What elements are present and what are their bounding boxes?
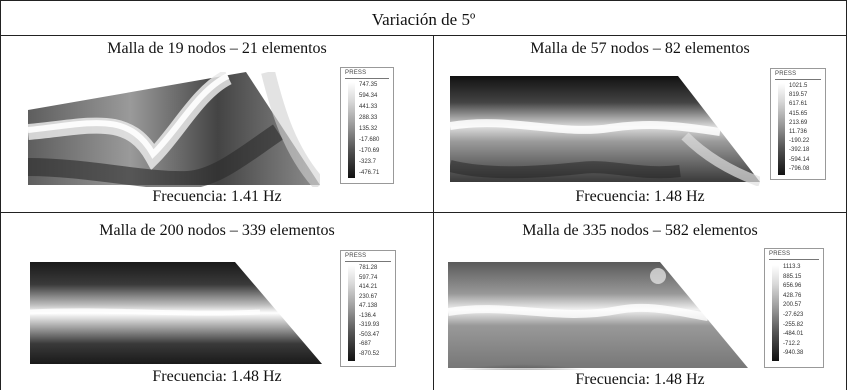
legend-value: 200.57	[783, 302, 802, 309]
legend-value: -323.7	[359, 159, 377, 165]
legend-value: -484.01	[783, 331, 804, 338]
legend-value: 213.69	[789, 119, 808, 126]
pressure-contour-plot	[30, 262, 322, 364]
legend-value: 1021.5	[789, 83, 808, 89]
legend-value: 597.74	[359, 274, 378, 281]
legend-value: -319.93	[359, 322, 380, 328]
legend-value: -190.22	[789, 138, 810, 145]
legend-value: 11.736	[789, 129, 807, 136]
legend-value: 47.138	[359, 303, 378, 309]
legend-value: 288.33	[359, 115, 378, 121]
legend-title: PRESS	[775, 71, 797, 77]
cell-title: Malla de 200 nodos – 339 elementos	[99, 222, 335, 239]
table-border-left	[0, 0, 1, 390]
legend-title: PRESS	[345, 253, 367, 259]
legend-value: -870.52	[359, 350, 380, 357]
legend-value: 747.35	[359, 82, 378, 88]
legend-value: 441.33	[359, 104, 378, 110]
legend-value: -136.4	[359, 312, 377, 319]
legend-values: 1113.3 885.15 656.96 428.76 200.57 -27.6…	[783, 263, 803, 359]
legend-value: 135.32	[359, 126, 378, 132]
pressure-contour-plot	[28, 72, 320, 187]
legend-value: -255.82	[783, 321, 804, 328]
legend-divider	[345, 78, 389, 79]
cell-frequency: Frecuencia: 1.48 Hz	[152, 368, 282, 385]
legend-color-bar	[778, 83, 785, 175]
table-border-top	[0, 0, 847, 1]
legend-title: PRESS	[769, 251, 791, 257]
legend-value: 819.57	[789, 92, 808, 99]
legend-value: 885.15	[783, 273, 802, 280]
legend-values: 1021.5 819.57 617.61 415.65 213.69 11.73…	[789, 82, 809, 174]
legend-value: -712.2	[783, 340, 801, 347]
legend-value: -392.18	[789, 147, 810, 154]
legend-value: 230.67	[359, 293, 378, 300]
pressure-legend: PRESS 781.28 597.74 414.21 230.67 47.138…	[340, 250, 396, 367]
legend-value: -27.623	[783, 311, 804, 318]
legend-color-bar	[348, 82, 355, 178]
legend-value: -687	[359, 341, 372, 347]
legend-value: 428.76	[783, 292, 802, 299]
legend-value: 656.96	[783, 283, 802, 290]
legend-color-bar	[772, 265, 779, 361]
cell-title: Malla de 19 nodos – 21 elementos	[107, 40, 327, 57]
legend-value: -17.680	[359, 137, 380, 143]
legend-values: 747.35 594.34 441.33 288.33 135.32 -17.6…	[359, 80, 379, 179]
legend-value: 1113.3	[783, 264, 801, 270]
legend-color-bar	[348, 265, 355, 361]
cell-frequency: Frecuencia: 1.48 Hz	[575, 371, 705, 388]
pressure-contour-plot	[448, 262, 748, 370]
table-border-middle	[0, 212, 847, 213]
legend-value: -503.47	[359, 331, 380, 338]
cell-frequency: Frecuencia: 1.48 Hz	[575, 188, 705, 205]
pressure-contour-plot	[450, 76, 760, 186]
legend-value: 414.21	[359, 284, 378, 290]
legend-divider	[345, 261, 391, 262]
pressure-legend: PRESS 1021.5 819.57 617.61 415.65 213.69…	[770, 68, 826, 180]
table-header: Variación de 5º	[371, 10, 476, 29]
cell-title: Malla de 57 nodos – 82 elementos	[530, 40, 750, 57]
legend-divider	[775, 79, 821, 80]
pressure-legend: PRESS 747.35 594.34 441.33 288.33 135.32…	[340, 67, 394, 184]
legend-title: PRESS	[345, 70, 367, 76]
cell-title: Malla de 335 nodos – 582 elementos	[522, 222, 758, 239]
legend-value: 781.28	[359, 265, 378, 271]
legend-value: -594.14	[789, 156, 810, 163]
legend-value: 415.65	[789, 110, 808, 117]
legend-value: 594.34	[359, 93, 378, 99]
legend-value: -796.08	[789, 165, 810, 172]
table-border-header	[0, 35, 847, 36]
legend-divider	[769, 259, 819, 260]
legend-value: 617.61	[789, 101, 808, 108]
legend-value: -170.69	[359, 148, 380, 154]
pressure-legend: PRESS 1113.3 885.15 656.96 428.76 200.57…	[764, 248, 824, 368]
legend-value: -940.38	[783, 350, 804, 357]
legend-values: 781.28 597.74 414.21 230.67 47.138 -136.…	[359, 264, 379, 359]
table-border-column	[433, 35, 434, 390]
legend-value: -476.71	[359, 170, 380, 176]
cell-frequency: Frecuencia: 1.41 Hz	[152, 188, 282, 205]
